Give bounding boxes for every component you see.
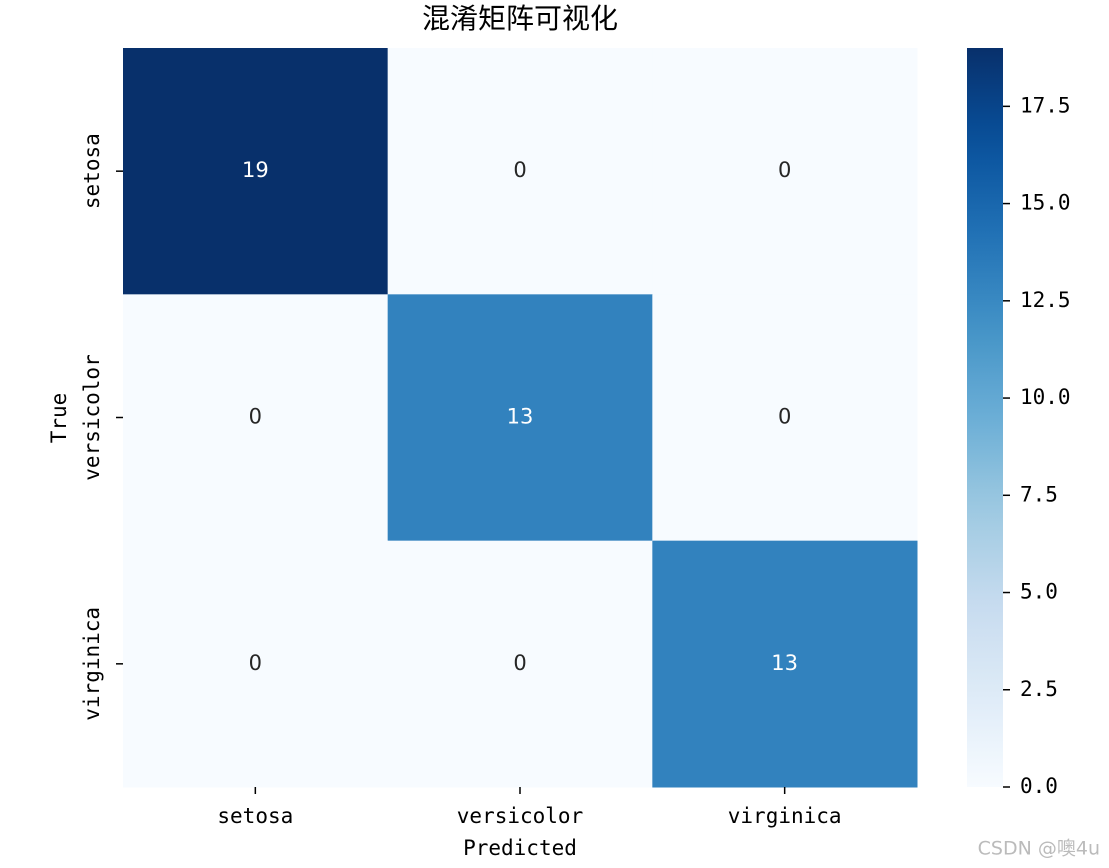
heatmap-cell: [652, 540, 918, 788]
colorbar-tick-label: 12.5: [1020, 288, 1071, 312]
y-tick-label: virginica: [80, 607, 104, 721]
x-axis-label: Predicted: [463, 836, 577, 860]
colorbar-tick-label: 15.0: [1020, 191, 1071, 215]
heatmap-cell: [652, 294, 918, 542]
colorbar-tick-label: 0.0: [1020, 774, 1058, 798]
cell-label: 0: [778, 158, 791, 182]
x-tick-label: versicolor: [457, 804, 583, 828]
cell-label: 13: [771, 651, 798, 675]
y-tick-label: versicolor: [80, 354, 104, 480]
cell-label: 0: [778, 405, 791, 429]
cell-label: 0: [513, 158, 526, 182]
cell-label: 19: [242, 158, 269, 182]
colorbar-tick-label: 2.5: [1020, 677, 1058, 701]
x-tick-label: setosa: [217, 804, 293, 828]
colorbar-tick-label: 10.0: [1020, 385, 1071, 409]
colorbar-tick-label: 17.5: [1020, 93, 1071, 117]
heatmap-cell: [652, 48, 918, 295]
colorbar-tick-label: 5.0: [1020, 580, 1058, 604]
colorbar-tick-label: 7.5: [1020, 482, 1058, 506]
cell-label: 0: [249, 405, 262, 429]
cell-label: 13: [507, 405, 534, 429]
cell-label: 0: [513, 651, 526, 675]
heatmap-cell: [123, 48, 389, 295]
y-tick-label: setosa: [80, 133, 104, 209]
watermark: CSDN @噢4u: [978, 838, 1100, 860]
cell-label: 0: [249, 651, 262, 675]
x-tick-label: virginica: [728, 804, 842, 828]
heatmap-cell: [387, 294, 653, 542]
chart-title: 混淆矩阵可视化: [422, 2, 618, 35]
colorbar: [967, 48, 1003, 787]
heatmap-cell: [123, 540, 389, 788]
heatmap-cell: [387, 48, 653, 295]
y-axis-label: True: [47, 393, 71, 444]
heatmap-cell: [387, 540, 653, 788]
heatmap-cell: [123, 294, 389, 542]
